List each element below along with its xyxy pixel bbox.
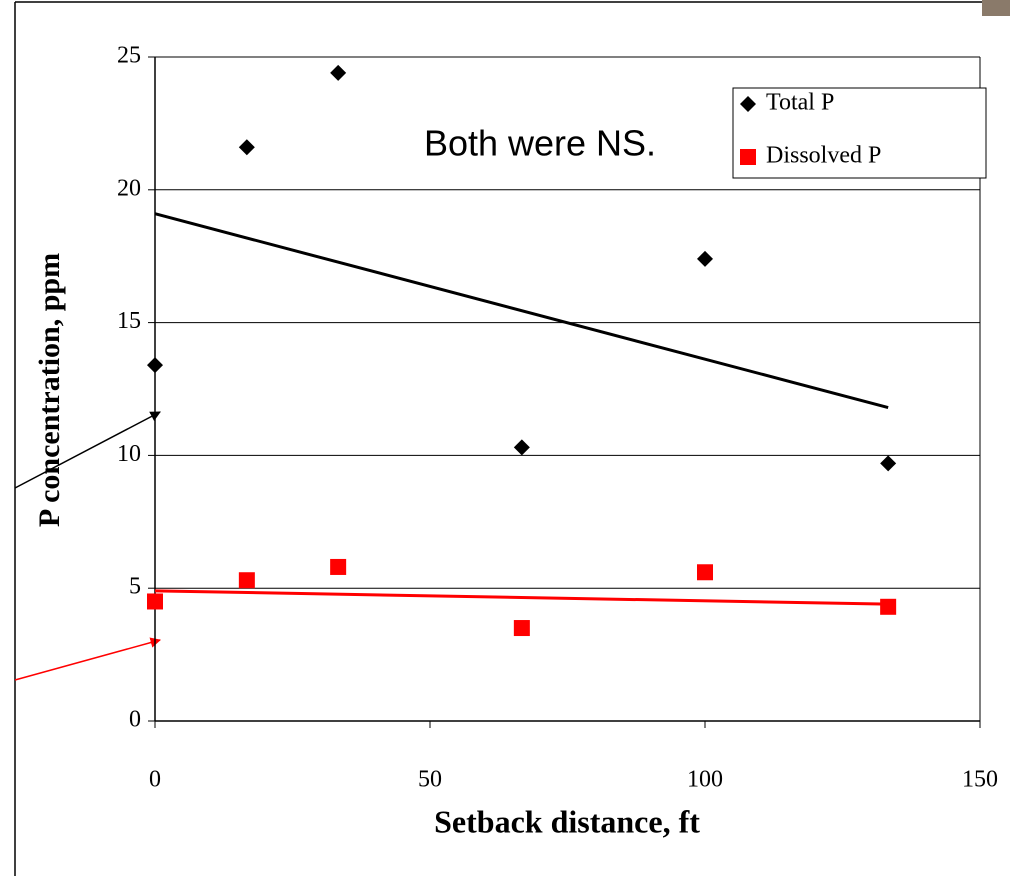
x-tick-label: 100 xyxy=(687,767,723,793)
x-tick-label: 50 xyxy=(418,767,442,793)
y-tick-label: 20 xyxy=(117,175,141,201)
x-axis-label: Setback distance, ft xyxy=(434,803,700,839)
y-tick-label: 10 xyxy=(117,441,141,467)
x-tick-label: 150 xyxy=(962,767,998,793)
trendline xyxy=(154,212,889,410)
y-tick-label: 5 xyxy=(129,574,141,600)
point xyxy=(513,620,530,637)
point xyxy=(697,564,713,581)
point xyxy=(238,572,255,589)
point xyxy=(880,598,897,615)
annotation: Both were NS. xyxy=(424,123,656,164)
y-tick-label: 15 xyxy=(117,308,141,334)
point xyxy=(147,593,163,610)
legend-label: Total P xyxy=(766,90,834,116)
y-axis-label: P concentration, ppm xyxy=(33,253,66,527)
point xyxy=(147,357,163,374)
point xyxy=(330,64,347,81)
trendline xyxy=(154,589,889,606)
legend-label: Dissolved P xyxy=(766,143,881,169)
point xyxy=(238,139,255,156)
y-tick-label: 0 xyxy=(129,707,141,733)
point xyxy=(330,558,347,575)
y-tick-label: 25 xyxy=(117,43,141,69)
arrow xyxy=(14,637,162,681)
point xyxy=(880,455,897,472)
corner-image xyxy=(982,0,1010,16)
x-tick-label: 0 xyxy=(149,767,161,793)
arrow xyxy=(14,411,161,489)
legend-marker xyxy=(740,149,756,165)
point xyxy=(697,250,713,267)
legend-box xyxy=(732,87,987,179)
legend-marker xyxy=(740,96,756,112)
point xyxy=(513,439,530,456)
